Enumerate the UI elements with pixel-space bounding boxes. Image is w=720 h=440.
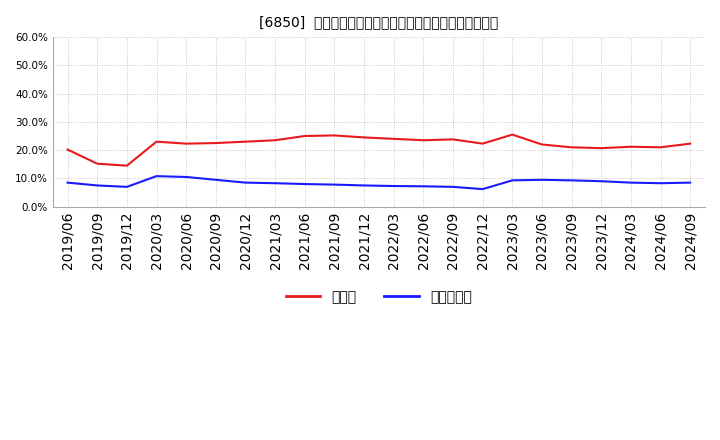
Legend: 現須金, 有利子負債: 現須金, 有利子負債 bbox=[280, 285, 477, 310]
Title: [6850]  現須金、有利子負債の総資産に対する比率の推移: [6850] 現須金、有利子負債の総資産に対する比率の推移 bbox=[259, 15, 498, 29]
